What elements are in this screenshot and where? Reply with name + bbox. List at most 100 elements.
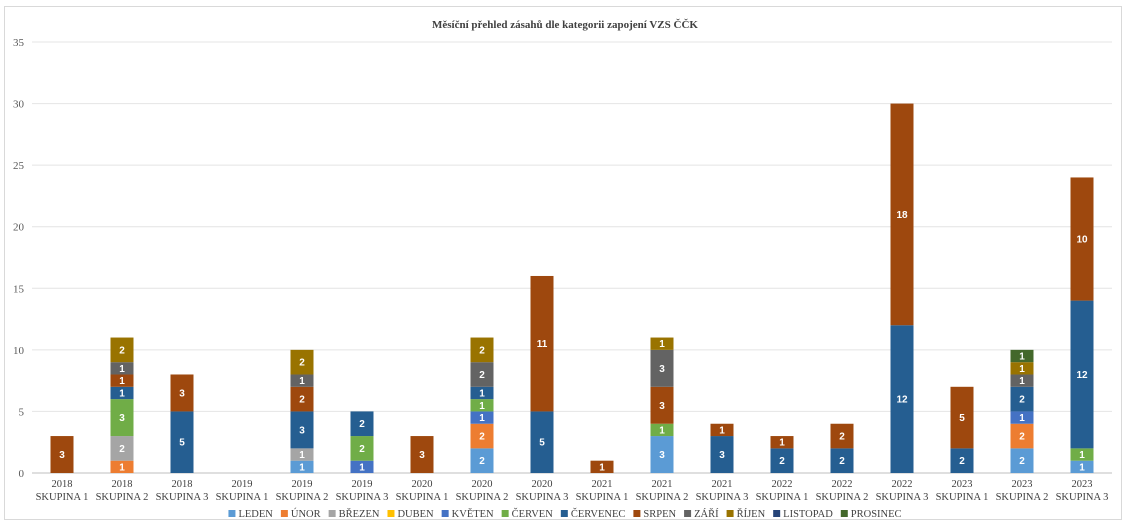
data-label: 1 [119, 376, 125, 387]
legend-swatch [684, 510, 692, 517]
data-label: 2 [359, 419, 365, 430]
x-tick-label: SKUPINA 3 [516, 492, 569, 503]
x-tick-label: SKUPINA 1 [216, 492, 269, 503]
data-label: 2 [299, 358, 305, 369]
y-tick-label: 0 [19, 468, 25, 480]
y-tick-label: 15 [13, 283, 25, 295]
data-label: 1 [299, 376, 305, 387]
bar-segment [1010, 448, 1034, 473]
data-label: 1 [119, 388, 125, 399]
bar-segment [290, 448, 314, 461]
legend-swatch [441, 510, 449, 517]
x-tick-label: 2018 [172, 479, 193, 490]
data-label: 2 [119, 345, 125, 356]
data-label: 1 [1079, 450, 1085, 461]
bar-segment [650, 423, 674, 437]
y-tick-label: 20 [13, 222, 25, 234]
x-tick-label: SKUPINA 2 [636, 492, 689, 503]
bar-segment [170, 374, 194, 412]
data-label: 1 [1019, 413, 1025, 424]
data-label: 10 [1076, 235, 1088, 246]
bar-segment [710, 423, 734, 437]
legend-label: DUBEN [397, 509, 434, 520]
data-label: 3 [419, 450, 425, 461]
data-label: 1 [1019, 364, 1025, 375]
bar-segment [1010, 411, 1034, 424]
bar-segment [350, 460, 374, 473]
data-label: 3 [659, 450, 665, 461]
bar-segment [470, 337, 494, 363]
bar-segment [650, 349, 674, 387]
legend-label: ŘÍJEN [737, 508, 766, 520]
data-label: 1 [599, 462, 605, 473]
data-label: 12 [896, 395, 908, 406]
data-label: 2 [839, 456, 845, 467]
bar-segment [470, 448, 494, 473]
data-label: 2 [1019, 456, 1025, 467]
data-label: 2 [299, 395, 305, 406]
data-label: 1 [359, 462, 365, 473]
data-label: 1 [1019, 376, 1025, 387]
data-label: 18 [896, 210, 908, 221]
bar-segment [110, 399, 134, 437]
legend-label: LEDEN [238, 509, 273, 520]
x-tick-label: 2018 [52, 479, 73, 490]
x-tick-label: 2023 [952, 479, 973, 490]
data-label: 1 [659, 339, 665, 350]
x-tick-label: SKUPINA 3 [696, 492, 749, 503]
data-label: 2 [479, 345, 485, 356]
bar-segment [110, 337, 134, 363]
bar-segment [470, 399, 494, 412]
x-tick-label: 2018 [112, 479, 133, 490]
legend-label: ČERVEN [512, 508, 554, 520]
bar-segment [710, 436, 734, 473]
data-label: 1 [479, 388, 485, 399]
bar-segment [650, 436, 674, 473]
x-tick-label: 2021 [712, 479, 733, 490]
bar-segment [170, 411, 194, 473]
x-tick-label: SKUPINA 2 [816, 492, 869, 503]
data-label: 3 [59, 450, 65, 461]
x-tick-label: 2023 [1072, 479, 1093, 490]
x-tick-label: 2020 [412, 479, 433, 490]
bar-segment [1010, 349, 1034, 363]
bar-segment [1070, 177, 1094, 301]
legend-item: KVĚTEN [441, 508, 494, 520]
data-label: 1 [1079, 462, 1085, 473]
x-tick-label: 2019 [352, 479, 373, 490]
data-label: 3 [299, 425, 305, 436]
data-label: 1 [659, 425, 665, 436]
legend-item: PROSINEC [840, 509, 902, 520]
x-tick-label: SKUPINA 2 [456, 492, 509, 503]
data-label: 2 [1019, 395, 1025, 406]
data-label: 5 [959, 413, 965, 424]
data-label: 3 [659, 401, 665, 412]
y-tick-label: 30 [13, 99, 25, 111]
x-tick-label: SKUPINA 1 [576, 492, 629, 503]
bar-segment [1010, 362, 1034, 375]
bar-segment [470, 411, 494, 424]
bar-segment [50, 436, 74, 473]
bar-segment [290, 386, 314, 412]
data-label: 2 [479, 370, 485, 381]
x-tick-label: 2023 [1012, 479, 1033, 490]
x-tick-label: 2021 [592, 479, 613, 490]
x-tick-label: SKUPINA 1 [36, 492, 89, 503]
legend-label: ÚNOR [291, 508, 321, 520]
bar-segment [770, 436, 794, 449]
x-tick-label: SKUPINA 1 [396, 492, 449, 503]
x-tick-label: 2021 [652, 479, 673, 490]
data-label: 1 [479, 413, 485, 424]
bar-segment [1010, 423, 1034, 449]
bar-segment [650, 386, 674, 424]
x-tick-label: SKUPINA 2 [996, 492, 1049, 503]
legend-item: ČERVENEC [560, 508, 626, 520]
bar-segment [950, 386, 974, 449]
bar-segment [530, 275, 554, 412]
legend-item: SRPEN [633, 509, 676, 520]
x-tick-label: SKUPINA 1 [756, 492, 809, 503]
legend-label: PROSINEC [851, 509, 902, 520]
legend-item: ČERVEN [501, 508, 554, 520]
legend-swatch [840, 510, 848, 517]
legend-label: ČERVENEC [571, 508, 626, 520]
